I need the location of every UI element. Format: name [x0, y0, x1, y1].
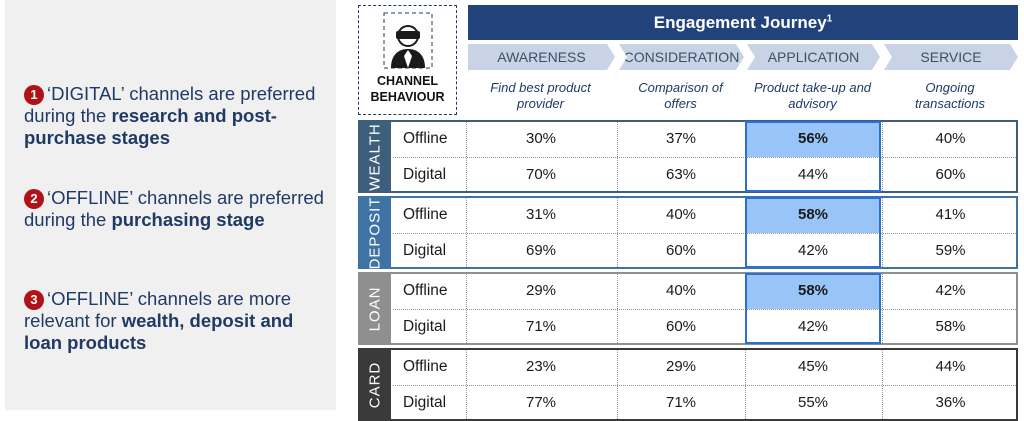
- insights-panel: 1 ‘DIGITAL’ channels are preferred during…: [5, 0, 336, 410]
- insight-1-bold: research and post-purchase stages: [24, 105, 277, 148]
- segment-name: WEALTH: [366, 122, 383, 191]
- row-divider: [393, 157, 1016, 158]
- stage-description-awareness: Find best product provider: [490, 80, 591, 111]
- column-divider: [882, 274, 883, 343]
- channel-behaviour-box: CHANNEL BEHAVIOUR: [358, 5, 457, 115]
- value-cell-loan-digital-awareness: 71%: [525, 318, 557, 335]
- value-cell-wealth-digital-awareness: 70%: [525, 166, 557, 183]
- insight-3: 3 ‘OFFLINE’ channels are more relevant fo…: [24, 288, 329, 354]
- insight-2: 2 ‘OFFLINE’ channels are preferred during…: [24, 187, 329, 231]
- number-badge-2: 2: [24, 189, 44, 209]
- highlight-frame-deposit: [745, 197, 881, 268]
- channel-label-digital: Digital: [403, 318, 447, 335]
- stage-description-application: Product take-up and advisory: [753, 80, 872, 111]
- value-cell-loan-offline-application: 58%: [747, 273, 879, 309]
- column-divider: [617, 198, 618, 267]
- segment-name: LOAN: [366, 286, 383, 331]
- segment-label-deposit: DEPOSIT: [358, 196, 391, 269]
- stage-consideration: CONSIDERATION: [619, 44, 744, 70]
- column-divider: [466, 274, 467, 343]
- channel-label-offline: Offline: [403, 206, 448, 223]
- insight-1: 1 ‘DIGITAL’ channels are preferred during…: [24, 83, 329, 149]
- value-cell-card-offline-awareness: 23%: [525, 358, 557, 375]
- channel-label-digital: Digital: [403, 166, 447, 183]
- value-cell-deposit-offline-service: 41%: [935, 206, 966, 223]
- value-cell-card-offline-service: 44%: [935, 358, 966, 375]
- column-divider: [466, 122, 467, 191]
- column-divider: [466, 350, 467, 419]
- row-divider: [393, 233, 1016, 234]
- channel-label-offline: Offline: [403, 282, 448, 299]
- value-cell-deposit-digital-service: 59%: [935, 242, 966, 259]
- stage-awareness: AWARENESS: [468, 44, 615, 70]
- stage-application: APPLICATION: [747, 44, 880, 70]
- channel-behaviour-label: CHANNEL BEHAVIOUR: [370, 74, 445, 104]
- value-cell-wealth-offline-service: 40%: [935, 130, 966, 147]
- channel-label-digital: Digital: [403, 242, 447, 259]
- value-cell-wealth-offline-consideration: 37%: [665, 130, 697, 147]
- value-cell-card-digital-awareness: 77%: [525, 394, 557, 411]
- segment-name: DEPOSIT: [366, 196, 383, 269]
- column-divider: [466, 198, 467, 267]
- channel-label-digital: Digital: [403, 394, 447, 411]
- segment-label-wealth: WEALTH: [358, 120, 391, 193]
- person-with-vr-headset-icon: [383, 12, 433, 69]
- value-cell-deposit-digital-awareness: 69%: [525, 242, 557, 259]
- column-divider: [617, 122, 618, 191]
- row-divider: [393, 309, 1016, 310]
- highlight-frame-loan: [745, 273, 881, 344]
- value-cell-loan-offline-awareness: 29%: [525, 282, 557, 299]
- segment-label-loan: LOAN: [358, 272, 391, 345]
- value-cell-card-offline-consideration: 29%: [665, 358, 697, 375]
- value-cell-card-offline-application: 45%: [797, 358, 829, 375]
- stage-description-service: Ongoing transactions: [914, 80, 986, 111]
- segment-label-card: CARD: [358, 348, 391, 421]
- column-divider: [617, 350, 618, 419]
- column-divider: [617, 274, 618, 343]
- number-badge-3: 3: [24, 290, 44, 310]
- column-divider: [745, 350, 746, 419]
- channel-label-offline: Offline: [403, 358, 448, 375]
- insight-3-text: ‘OFFLINE’ channels are more relevant for: [24, 288, 292, 331]
- value-cell-loan-digital-consideration: 60%: [665, 318, 697, 335]
- value-cell-deposit-offline-awareness: 31%: [525, 206, 557, 223]
- footnote-mark: 1: [826, 13, 833, 25]
- insight-2-text: ‘OFFLINE’ channels are preferred during …: [24, 187, 324, 230]
- value-cell-wealth-digital-application: 44%: [797, 166, 829, 183]
- value-cell-deposit-offline-application: 58%: [747, 197, 879, 233]
- value-cell-deposit-digital-application: 42%: [797, 242, 829, 259]
- column-divider: [882, 350, 883, 419]
- value-cell-loan-digital-application: 42%: [797, 318, 829, 335]
- value-cell-wealth-digital-consideration: 63%: [665, 166, 697, 183]
- value-cell-card-digital-service: 36%: [935, 394, 966, 411]
- value-cell-loan-offline-consideration: 40%: [665, 282, 697, 299]
- channel-label-offline: Offline: [403, 130, 448, 147]
- value-cell-card-digital-consideration: 71%: [665, 394, 697, 411]
- stage-service: SERVICE: [884, 44, 1018, 70]
- value-cell-wealth-digital-service: 60%: [935, 166, 966, 183]
- stage-description-consideration: Comparison of offers: [638, 80, 723, 111]
- value-cell-wealth-offline-awareness: 30%: [525, 130, 557, 147]
- value-cell-wealth-offline-application: 56%: [747, 121, 879, 157]
- insight-1-text: ‘DIGITAL’ channels are preferred during …: [24, 83, 316, 126]
- column-divider: [882, 122, 883, 191]
- row-divider: [393, 385, 1016, 386]
- value-cell-card-digital-application: 55%: [797, 394, 829, 411]
- column-divider: [882, 198, 883, 267]
- value-cell-deposit-offline-consideration: 40%: [665, 206, 697, 223]
- value-cell-loan-digital-service: 58%: [935, 318, 966, 335]
- insight-3-bold: wealth, deposit and loan products: [24, 310, 294, 353]
- segment-name: CARD: [366, 361, 383, 408]
- highlight-frame-wealth: [745, 121, 881, 192]
- value-cell-loan-offline-service: 42%: [935, 282, 966, 299]
- insight-2-bold: purchasing stage: [111, 209, 265, 230]
- number-badge-1: 1: [24, 85, 44, 105]
- value-cell-deposit-digital-consideration: 60%: [665, 242, 697, 259]
- engagement-journey-header: Engagement Journey1: [468, 5, 1018, 40]
